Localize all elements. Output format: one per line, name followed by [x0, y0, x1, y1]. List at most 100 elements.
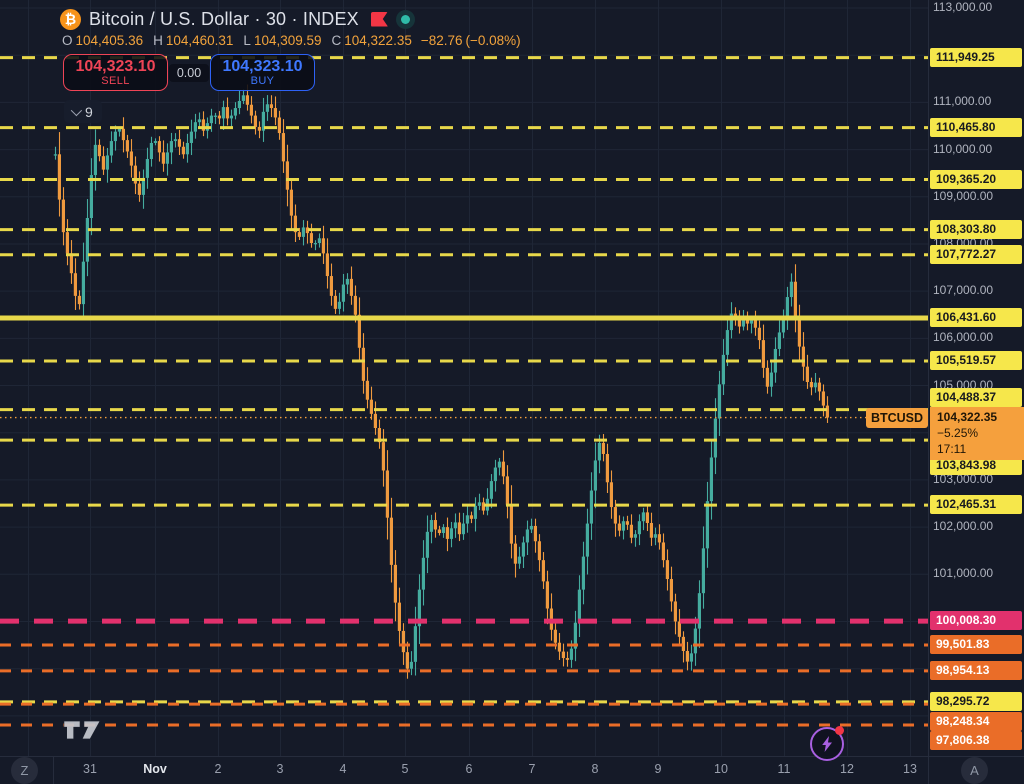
candle-body [357, 314, 361, 348]
candle-body [613, 507, 617, 524]
symbol-header: ₿ Bitcoin / U.S. Dollar · 30 · INDEX [60, 7, 415, 31]
quick-trade-bolt-button[interactable] [810, 726, 844, 761]
candle-body [77, 295, 81, 305]
candle-body [349, 278, 353, 296]
time-axis-border [0, 756, 1024, 757]
time-label: 3 [276, 762, 284, 776]
change-value: −82.76 [420, 33, 463, 48]
candle-body [517, 556, 521, 564]
time-label: 4 [339, 762, 347, 776]
candle-body [717, 384, 721, 419]
price-level-label: 103,843.98 [930, 456, 1022, 475]
candle-body [709, 457, 713, 502]
tradingview-logo[interactable] [62, 714, 102, 751]
candle-body [309, 233, 313, 244]
candle-body [401, 630, 405, 653]
price-grid-label: 109,000.00 [933, 188, 994, 203]
candle-body [65, 232, 69, 254]
candle-body [565, 658, 569, 660]
candle-body [277, 117, 281, 134]
high-label: H [153, 33, 163, 48]
candle-body [409, 661, 413, 669]
candle-body [653, 534, 657, 538]
candle-body [713, 418, 717, 458]
candle-body [529, 525, 533, 530]
candle-body [429, 520, 433, 532]
candle-body [329, 276, 333, 296]
candle-body [313, 243, 317, 245]
timezone-button[interactable]: Z [11, 757, 38, 784]
candle-body [705, 501, 709, 549]
candle-body [153, 141, 157, 143]
candle-body [561, 651, 565, 659]
candlestick-chart[interactable] [0, 0, 928, 756]
candle-body [749, 319, 753, 324]
candle-body [533, 525, 537, 542]
candle-body [757, 327, 761, 341]
candle-body [421, 557, 425, 590]
time-axis[interactable]: 31 Nov 2 3 4 5 6 7 8 9 10 11 12 13 [0, 756, 1024, 784]
candle-body [325, 253, 329, 277]
time-label: 31 [83, 762, 97, 776]
candle-body [765, 367, 769, 387]
candle-body [537, 541, 541, 561]
candle-body [285, 161, 289, 190]
candle-body [221, 107, 225, 119]
candle-body [237, 100, 241, 109]
candle-body [809, 381, 813, 388]
candle-body [241, 95, 245, 101]
candle-body [725, 330, 729, 355]
high-value: 104,460.31 [165, 33, 234, 48]
price-axis[interactable]: 113,000.00 111,000.00 110,000.00 109,000.00… [929, 0, 1024, 756]
price-grid-label: 102,000.00 [933, 519, 994, 534]
price-axis-border [928, 0, 929, 784]
candle-body [133, 165, 137, 184]
time-label: 7 [528, 762, 536, 776]
candle-body [481, 502, 485, 511]
candle-body [597, 442, 601, 461]
data-source-icon[interactable] [395, 9, 415, 29]
price-level-label: 105,519.57 [930, 351, 1022, 371]
price-level-label: 102,465.31 [930, 495, 1022, 515]
candles-count-dropdown[interactable]: 9 [64, 100, 102, 123]
candle-body [805, 366, 809, 382]
candle-body [797, 319, 801, 347]
spread-value: 0.00 [169, 63, 209, 82]
candle-body [397, 602, 401, 631]
candle-body [129, 151, 133, 166]
symbol-title[interactable]: Bitcoin / U.S. Dollar · 30 · INDEX [89, 8, 359, 29]
candle-body [141, 177, 145, 195]
price-grid-label: 111,000.00 [933, 94, 992, 109]
candle-body [441, 527, 445, 534]
candle-body [641, 512, 645, 522]
candle-body [505, 476, 509, 505]
candle-body [593, 460, 597, 491]
candle-body [177, 139, 181, 147]
candle-body [85, 218, 89, 262]
candle-body [677, 621, 681, 637]
candle-body [541, 560, 545, 582]
candle-body [373, 413, 377, 429]
ohlc-row: O 104,405.36 H 104,460.31 L 104,309.59 C 104… [62, 33, 521, 48]
price-level-label: 104,488.37 [930, 388, 1022, 407]
auto-scale-button[interactable]: A [961, 757, 988, 784]
candle-body [577, 589, 581, 623]
candle-body [693, 628, 697, 654]
price-level-label: 98,295.72 [930, 691, 1022, 711]
candle-body [601, 442, 605, 454]
candle-body [721, 354, 725, 385]
flag-icon[interactable] [370, 11, 388, 27]
dropdown-value: 9 [85, 103, 93, 120]
candle-body [669, 579, 673, 602]
candle-body [333, 295, 337, 309]
candle-body [777, 332, 781, 349]
candle-body [361, 347, 365, 381]
sell-button[interactable]: 104,323.10 SELL [63, 54, 168, 91]
candle-body [405, 652, 409, 669]
candle-body [449, 528, 453, 539]
candle-body [457, 522, 461, 535]
candle-body [761, 340, 765, 368]
notification-dot [835, 726, 844, 735]
buy-button[interactable]: 104,323.10 BUY [210, 54, 315, 91]
candle-body [497, 461, 501, 468]
